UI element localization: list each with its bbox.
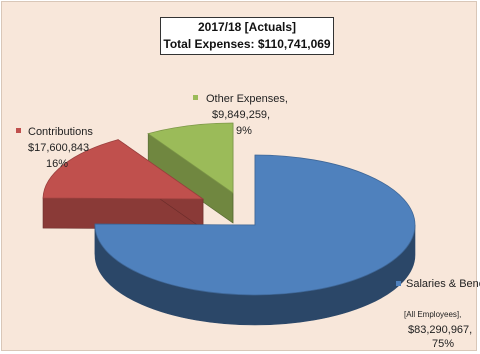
label-other-name: Other Expenses,	[206, 93, 288, 105]
slice-contributions	[42, 139, 205, 230]
label-contributions: Contributions $17,600,843 16%	[16, 126, 93, 170]
chart-title-box: 2017/18 [Actuals] Total Expenses: $110,7…	[160, 17, 334, 55]
label-contributions-value: $17,600,843	[28, 142, 89, 154]
chart-title: 2017/18 [Actuals]	[197, 20, 297, 34]
label-salaries: Salaries & Benefits [All Employees], $83…	[396, 278, 480, 350]
label-salaries-name: Salaries & Benefits	[406, 278, 480, 290]
slice-salaries	[94, 154, 416, 326]
legend-key-other	[193, 95, 198, 100]
label-other-value: $9,849,259,	[212, 109, 270, 121]
label-other-percent: 9%	[236, 125, 252, 137]
label-salaries-percent: 75%	[432, 338, 454, 350]
legend-key-contributions	[16, 128, 21, 133]
slice-salaries-top	[94, 154, 416, 296]
label-salaries-note: [All Employees],	[404, 310, 461, 319]
chart-subtitle: Total Expenses: $110,741,069	[163, 37, 331, 51]
slice-contributions-top	[42, 139, 205, 200]
slice-other-top	[147, 122, 234, 194]
label-contributions-name: Contributions	[28, 126, 93, 138]
label-contributions-percent: 16%	[46, 158, 68, 170]
legend-key-salaries	[396, 281, 401, 286]
label-other: Other Expenses, $9,849,259, 9%	[193, 93, 288, 137]
label-salaries-value: $83,290,967,	[408, 324, 472, 336]
